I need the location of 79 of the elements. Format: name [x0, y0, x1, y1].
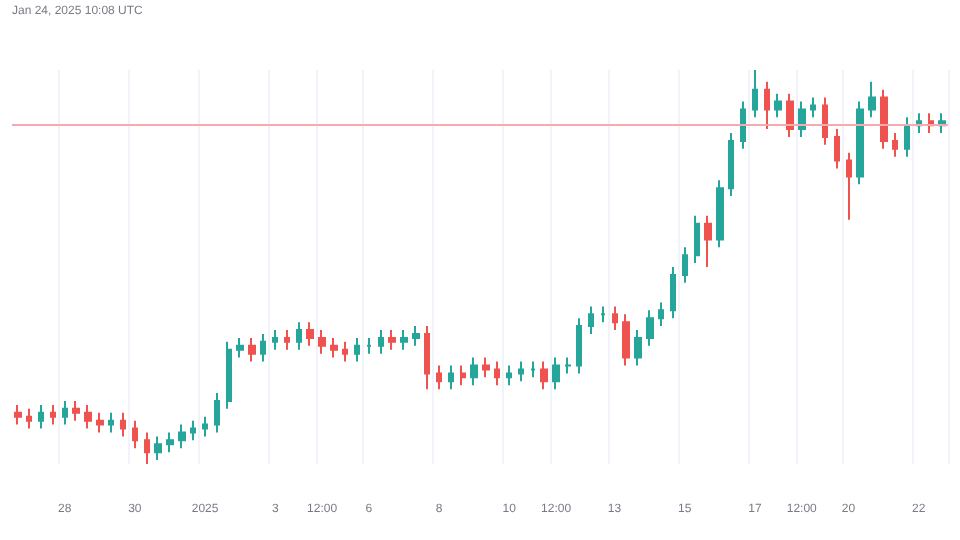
candlestick [306, 321, 314, 347]
candlestick [518, 360, 524, 383]
candlestick [284, 329, 290, 351]
candlestick [366, 336, 372, 355]
candlestick [856, 100, 864, 186]
candlestick [108, 411, 114, 434]
candlestick [694, 214, 700, 265]
candlestick [226, 340, 232, 410]
candlestick [96, 411, 104, 434]
candlestick [670, 266, 676, 320]
candlestick [634, 329, 642, 367]
candlestick [120, 411, 126, 438]
candlestick [342, 340, 348, 363]
candlestick [740, 100, 746, 150]
candlestick [764, 80, 770, 131]
candlestick [166, 431, 174, 454]
candlestick [682, 246, 688, 284]
candlestick [248, 336, 256, 363]
candlestick [132, 419, 138, 450]
candlestick [470, 356, 478, 387]
candlestick [704, 214, 712, 268]
candlestick [144, 431, 150, 465]
candlestick [774, 92, 782, 119]
candlestick [38, 403, 44, 430]
candlestick [786, 92, 794, 138]
candlestick [494, 360, 500, 387]
candlestick [588, 305, 594, 335]
candlestick [154, 435, 162, 462]
candlestick [658, 301, 664, 328]
candlestick [72, 399, 80, 422]
candlestick [436, 364, 442, 391]
candlestick [622, 313, 630, 367]
candlestick [798, 100, 806, 138]
candlestick [482, 356, 490, 379]
candlestick [412, 325, 420, 347]
candlestick [822, 96, 828, 146]
candlestick [716, 179, 724, 249]
candlestick [646, 309, 654, 347]
candlestick [214, 392, 220, 434]
candlestick [62, 399, 68, 426]
candlestick [600, 305, 606, 324]
candlestick [354, 336, 360, 363]
candlestick [612, 305, 618, 332]
candlestick [564, 356, 572, 375]
candlestick [388, 329, 396, 351]
candlestick [506, 364, 512, 387]
candlestick [810, 96, 816, 119]
candlestick [236, 336, 244, 359]
candlestick [202, 415, 208, 438]
candlestick [260, 332, 266, 363]
candlestick [400, 329, 408, 351]
candlestick [904, 116, 910, 158]
candlestick [880, 88, 888, 150]
candlestick [84, 403, 92, 430]
candlestick [26, 407, 32, 430]
candlestick [892, 132, 898, 158]
candlestick [916, 112, 922, 135]
candlestick [448, 364, 454, 391]
candlestick [846, 151, 852, 221]
candlestick [576, 317, 582, 375]
candlestick [728, 132, 734, 198]
candlestick [460, 364, 466, 387]
candlestick [272, 329, 278, 351]
candlestick [190, 419, 196, 442]
candlestick [752, 69, 758, 119]
candlestick [540, 360, 548, 391]
candlestick [530, 360, 536, 379]
candlestick [834, 128, 840, 170]
candlestick [50, 403, 56, 426]
candlestick [552, 356, 560, 391]
candlestick [330, 336, 338, 359]
candlestick [868, 80, 876, 119]
candlestick [318, 329, 326, 355]
candlestick [928, 112, 934, 135]
candlestick [424, 325, 430, 391]
candlestick [378, 329, 384, 355]
candlestick [178, 423, 186, 450]
candlestick [296, 321, 302, 351]
candlestick [14, 403, 22, 426]
